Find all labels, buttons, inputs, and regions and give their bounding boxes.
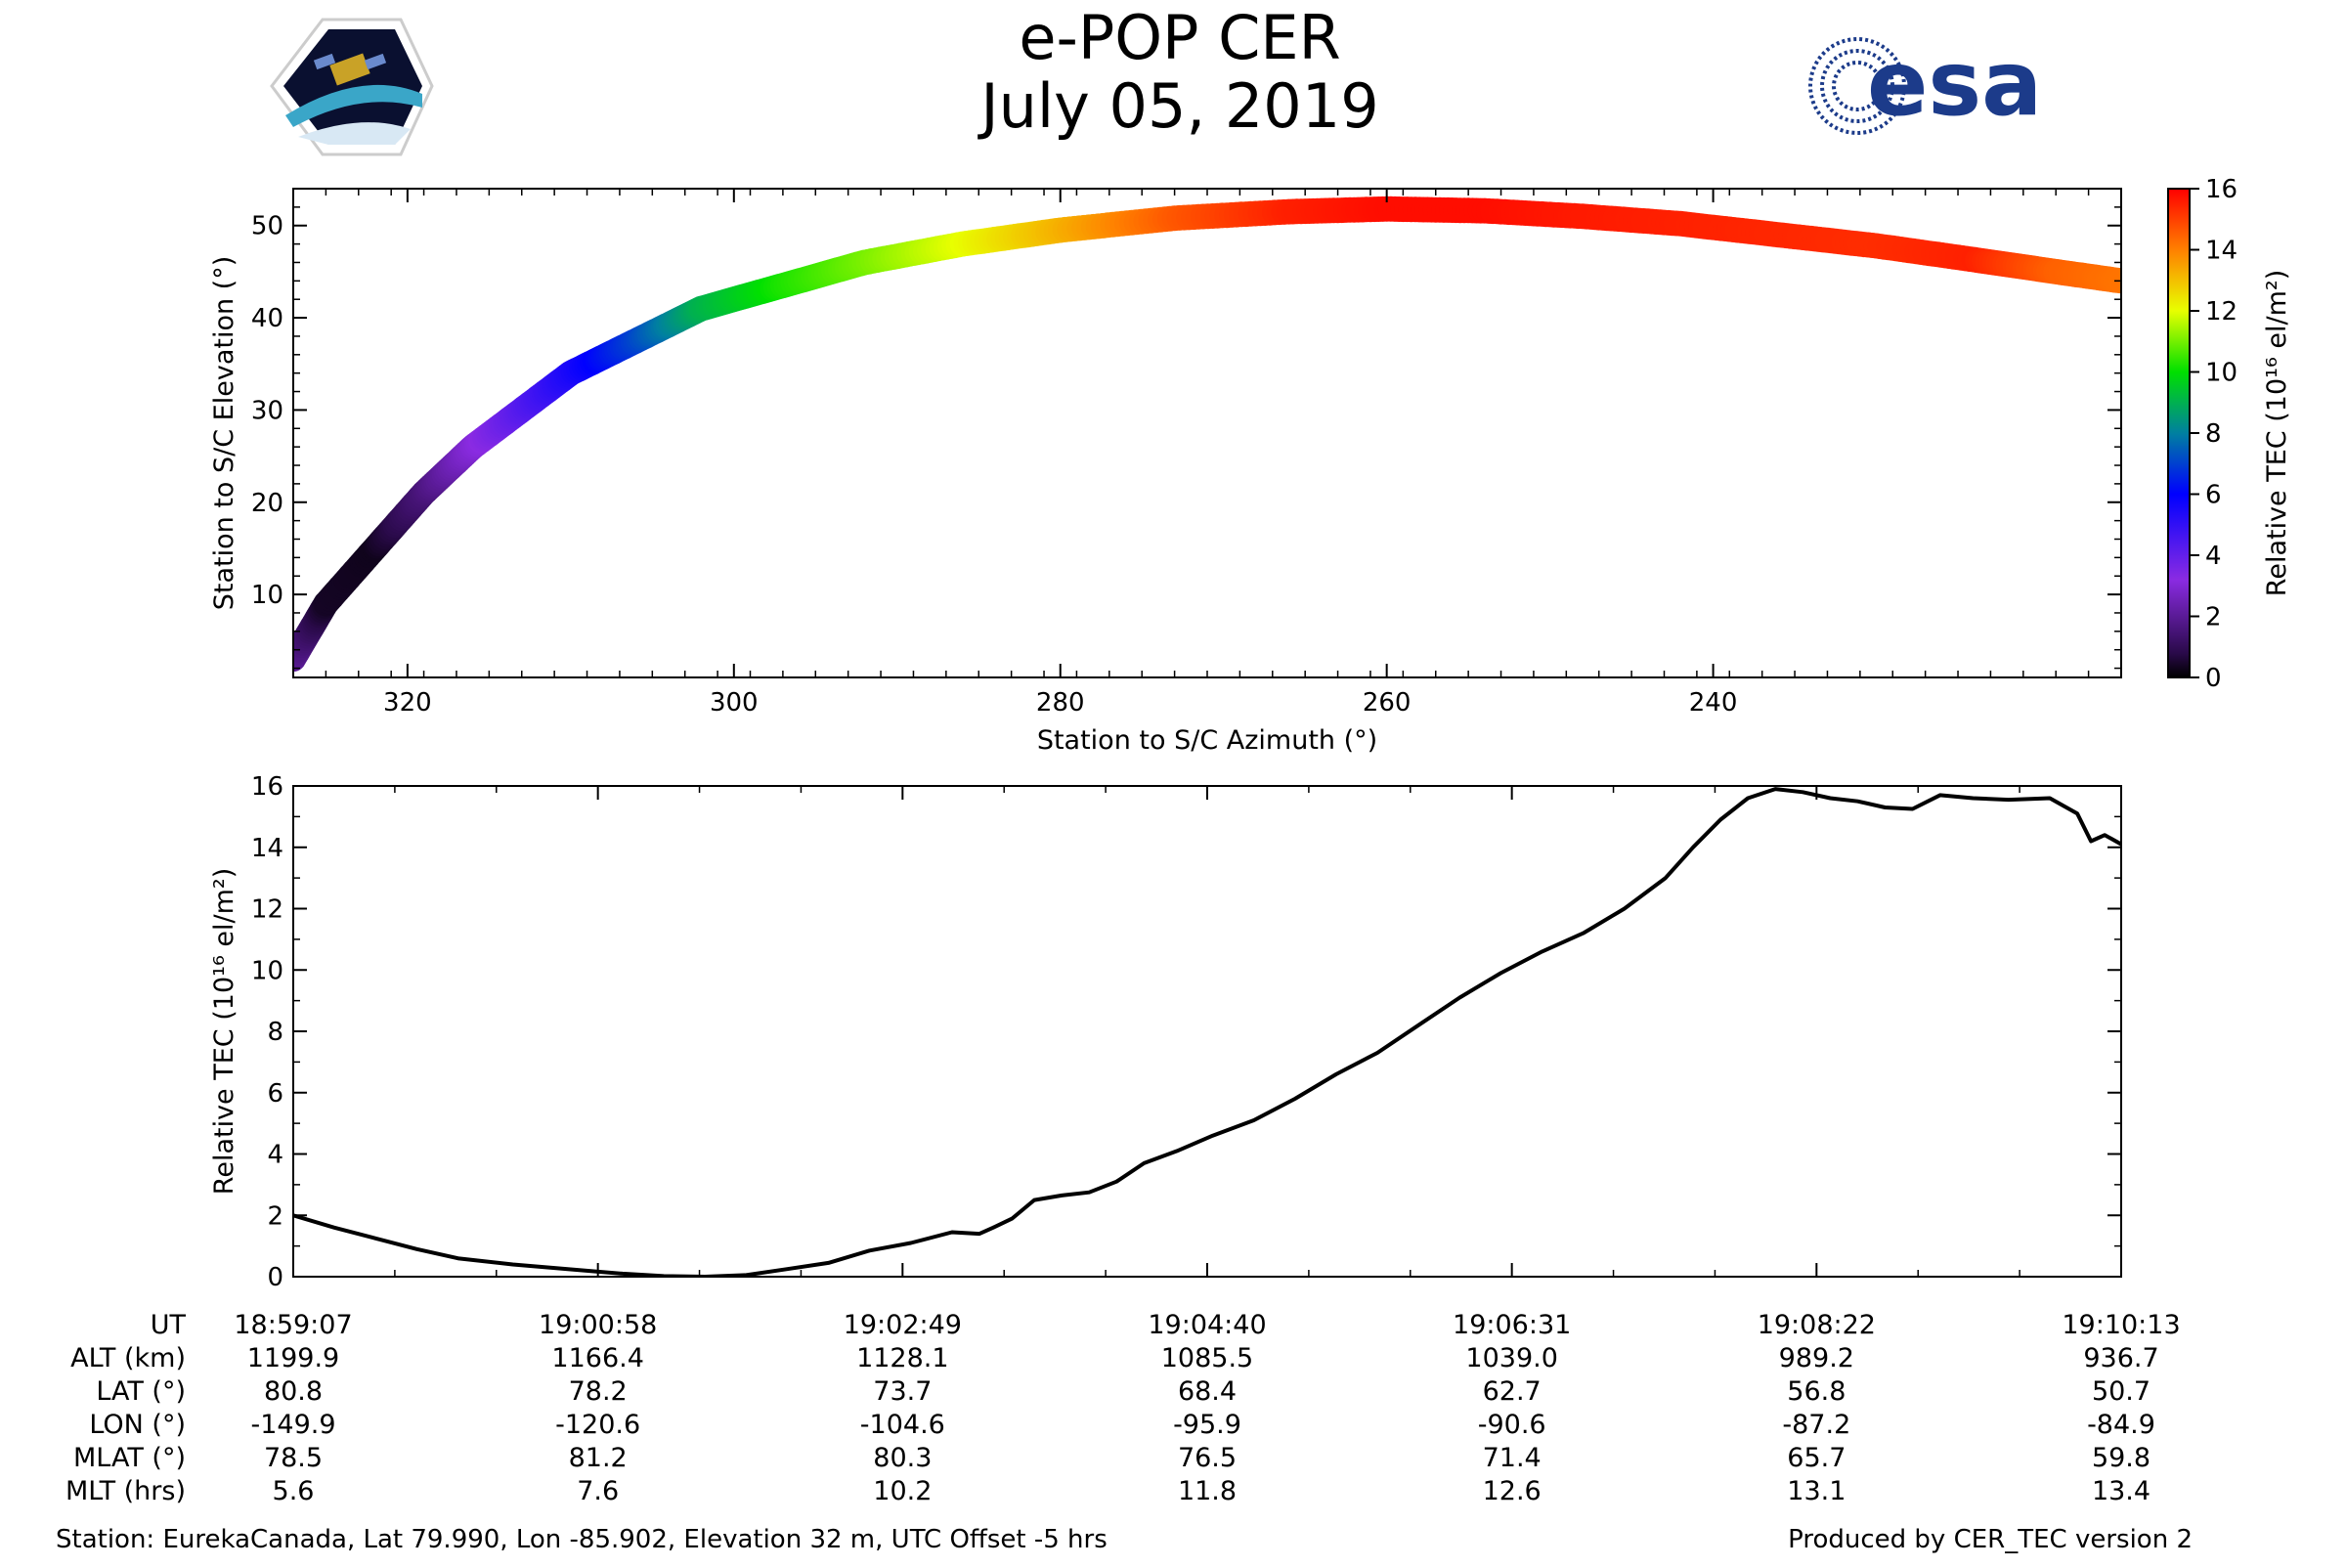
colorbar-ticks: 0 2 4 6 8 10 12 14 16 xyxy=(2190,175,2237,693)
info-cell: 80.3 xyxy=(873,1443,932,1473)
esa-logo-text: esa xyxy=(1867,31,2042,136)
colorbar-tick-label: 16 xyxy=(2205,175,2237,204)
tec-ytick-label: 12 xyxy=(251,895,283,925)
info-cell: 5.6 xyxy=(273,1476,315,1506)
info-cell: -95.9 xyxy=(1173,1410,1241,1440)
info-cell: 19:06:31 xyxy=(1453,1310,1571,1340)
info-cell: 68.4 xyxy=(1178,1376,1237,1407)
colorbar-label: Relative TEC (10¹⁶ el/m²) xyxy=(2262,270,2292,596)
info-cell: 1166.4 xyxy=(551,1343,643,1373)
info-cell: 19:10:13 xyxy=(2062,1310,2180,1340)
info-cell: 65.7 xyxy=(1787,1443,1846,1473)
tec-ytick-label: 6 xyxy=(267,1079,283,1109)
info-cell: 19:08:22 xyxy=(1758,1310,1876,1340)
info-cell: 1199.9 xyxy=(247,1343,339,1373)
info-cell: -87.2 xyxy=(1782,1410,1850,1440)
info-cell: -104.6 xyxy=(860,1410,945,1440)
tec-ytick-label: 4 xyxy=(267,1141,283,1170)
esa-logo: esa xyxy=(1808,31,2042,136)
colorbar-tick-label: 4 xyxy=(2205,542,2222,571)
info-cell: 11.8 xyxy=(1178,1476,1237,1506)
info-cell: 59.8 xyxy=(2092,1443,2150,1473)
info-cell: -84.9 xyxy=(2087,1410,2155,1440)
info-cell: 56.8 xyxy=(1787,1376,1846,1407)
colorbar-tick-label: 0 xyxy=(2205,664,2222,693)
sky-xtick-label: 300 xyxy=(710,688,759,718)
info-cell: 18:59:07 xyxy=(234,1310,352,1340)
info-cell: 12.6 xyxy=(1483,1476,1542,1506)
info-cell: 7.6 xyxy=(577,1476,619,1506)
info-row-label: MLAT (°) xyxy=(73,1443,186,1473)
tec-ylabel: Relative TEC (10¹⁶ el/m²) xyxy=(209,868,239,1195)
tec-ytick-label: 8 xyxy=(267,1018,283,1047)
sky-track-points xyxy=(293,196,2121,673)
info-cell: 1128.1 xyxy=(856,1343,948,1373)
info-cell: 81.2 xyxy=(569,1443,628,1473)
info-row-label: MLT (hrs) xyxy=(65,1476,186,1506)
info-cell: 13.4 xyxy=(2092,1476,2150,1506)
sky-ytick-label: 30 xyxy=(251,396,283,425)
tec-frame xyxy=(292,785,2122,1278)
info-row-label: LON (°) xyxy=(89,1410,186,1440)
info-cell: 78.2 xyxy=(569,1376,628,1407)
tec-ticks: 0 2 4 6 8 10 12 14 16 xyxy=(251,772,2122,1292)
colorbar-tick-label: 10 xyxy=(2205,359,2237,388)
info-cell: 13.1 xyxy=(1787,1476,1846,1506)
tec-ytick-label: 0 xyxy=(267,1263,283,1292)
info-row-label: UT xyxy=(151,1310,187,1340)
info-cell: 936.7 xyxy=(2083,1343,2158,1373)
colorbar-tick-label: 8 xyxy=(2205,419,2222,449)
info-cell: 1085.5 xyxy=(1161,1343,1253,1373)
sky-track-frame xyxy=(292,188,2122,678)
colorbar-tick-label: 12 xyxy=(2205,297,2237,327)
chart-title: e-POP CER xyxy=(1019,2,1340,73)
info-cell: -120.6 xyxy=(555,1410,640,1440)
info-cell: 80.8 xyxy=(264,1376,323,1407)
cassiope-logo xyxy=(270,18,434,156)
info-cell: 62.7 xyxy=(1483,1376,1542,1407)
tec-series-line xyxy=(293,787,2121,1277)
colorbar-tick-label: 6 xyxy=(2205,481,2222,510)
info-cell: 19:00:58 xyxy=(539,1310,657,1340)
sky-xtick-label: 280 xyxy=(1036,688,1085,718)
tec-ytick-label: 16 xyxy=(251,772,283,802)
sky-ytick-label: 50 xyxy=(251,212,283,241)
sky-xtick-label: 240 xyxy=(1689,688,1738,718)
sky-xtick-label: 320 xyxy=(383,688,432,718)
info-cell: -90.6 xyxy=(1478,1410,1546,1440)
sky-track-ylabel: Station to S/C Elevation (°) xyxy=(209,256,239,611)
tec-ytick-label: 14 xyxy=(251,834,283,863)
colorbar-tick-label: 2 xyxy=(2205,603,2222,632)
sky-ytick-label: 20 xyxy=(251,489,283,518)
info-cell: 76.5 xyxy=(1178,1443,1237,1473)
info-cell: 19:04:40 xyxy=(1148,1310,1266,1340)
info-cell: 1039.0 xyxy=(1465,1343,1557,1373)
tec-ytick-label: 2 xyxy=(267,1201,283,1231)
produced-by: Produced by CER_TEC version 2 xyxy=(1788,1525,2193,1554)
info-row-label: ALT (km) xyxy=(70,1343,186,1373)
info-cell: 10.2 xyxy=(873,1476,932,1506)
chart-date: July 05, 2019 xyxy=(977,70,1378,142)
sky-xtick-label: 260 xyxy=(1363,688,1412,718)
sky-ytick-label: 10 xyxy=(251,581,283,610)
sky-track-ticks: 320 300 280 260 240 10 20 30 40 50 xyxy=(251,188,2122,718)
info-cell: 71.4 xyxy=(1483,1443,1542,1473)
colorbar-tick-label: 14 xyxy=(2205,237,2237,266)
info-cell: 50.7 xyxy=(2092,1376,2150,1407)
info-cell: -149.9 xyxy=(250,1410,335,1440)
sky-ytick-label: 40 xyxy=(251,304,283,333)
info-row-label: LAT (°) xyxy=(96,1376,186,1407)
info-cell: 19:02:49 xyxy=(844,1310,962,1340)
info-cell: 73.7 xyxy=(873,1376,932,1407)
station-info: Station: EurekaCanada, Lat 79.990, Lon -… xyxy=(56,1525,1108,1554)
info-cell: 78.5 xyxy=(264,1443,323,1473)
sky-track-xlabel: Station to S/C Azimuth (°) xyxy=(1037,725,1377,756)
info-cell: 989.2 xyxy=(1779,1343,1854,1373)
colorbar xyxy=(2167,188,2191,678)
tec-ytick-label: 10 xyxy=(251,956,283,985)
